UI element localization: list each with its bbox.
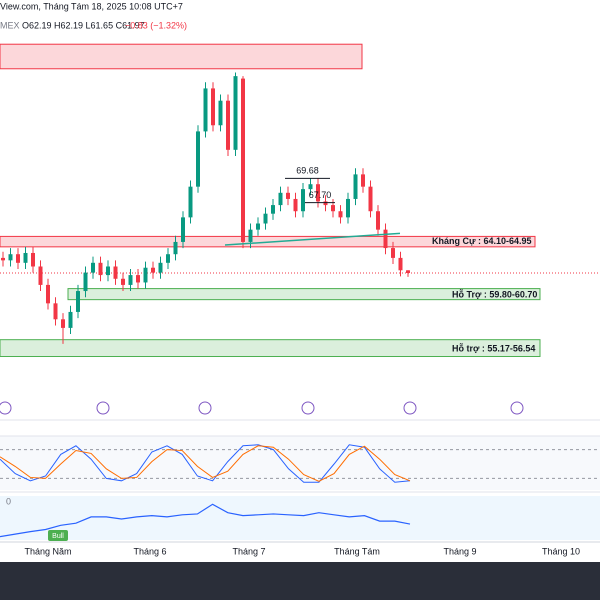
x-tick-label: Tháng 10 xyxy=(542,546,580,556)
zone-label: Kháng Cự : 64.10-64.95 xyxy=(432,236,532,246)
candle-body xyxy=(53,303,58,320)
candle-body xyxy=(383,229,388,249)
candle-body xyxy=(31,252,35,267)
candle-body xyxy=(143,267,148,283)
candle-body xyxy=(301,189,305,212)
candle-body xyxy=(346,198,350,218)
candle-body xyxy=(106,266,110,276)
candle-body xyxy=(263,213,268,224)
stoch-line xyxy=(0,444,411,483)
candle-body xyxy=(83,272,88,292)
candle-body xyxy=(8,254,13,261)
candle-body xyxy=(308,184,313,190)
level-label: 69.68 xyxy=(296,166,319,176)
candle-body xyxy=(256,223,260,230)
candle-body xyxy=(278,192,283,206)
candle-body xyxy=(398,257,403,271)
stoch-line xyxy=(0,445,411,482)
candle-body xyxy=(113,266,118,279)
candle-body xyxy=(158,262,163,273)
candle-body xyxy=(188,186,193,218)
lower-panel xyxy=(0,496,600,540)
candle-body xyxy=(323,201,328,206)
icon[interactable] xyxy=(198,401,212,415)
icon[interactable] xyxy=(301,401,315,415)
candle-body xyxy=(248,229,253,242)
zone xyxy=(67,288,541,301)
candle-body xyxy=(38,266,43,285)
candle-body xyxy=(316,184,320,202)
candle-body xyxy=(128,275,133,285)
icon[interactable] xyxy=(403,401,417,415)
candle-body xyxy=(353,174,358,199)
replay-icons xyxy=(0,401,524,415)
zone xyxy=(0,339,541,358)
candle-body xyxy=(271,205,275,214)
icon[interactable] xyxy=(510,401,524,415)
trendline xyxy=(224,232,401,246)
candle-body xyxy=(368,186,373,212)
candle-body xyxy=(121,278,125,285)
symbol: MEX xyxy=(0,20,20,30)
candle-body xyxy=(151,267,155,273)
zone xyxy=(0,43,363,70)
source-line: View.com, Tháng Tám 18, 2025 10:08 UTC+7 xyxy=(0,1,183,11)
bull-tag-box xyxy=(48,530,68,541)
candle-body xyxy=(16,254,20,263)
x-tick-label: Tháng 7 xyxy=(232,546,265,556)
x-tick-label: Tháng 9 xyxy=(443,546,476,556)
candle-body xyxy=(61,319,65,328)
candle-body xyxy=(196,131,200,187)
candle-body xyxy=(391,248,395,258)
indicator-line xyxy=(0,503,411,538)
candle-body xyxy=(46,284,50,304)
icon[interactable] xyxy=(0,401,12,415)
candle-body xyxy=(406,270,410,273)
candle-body xyxy=(226,100,230,150)
candle-body xyxy=(218,100,223,126)
candle-body xyxy=(181,217,185,242)
candle-body xyxy=(76,291,80,312)
candle-body xyxy=(136,275,140,283)
level-label: 67.70 xyxy=(309,190,332,200)
candle-body xyxy=(23,252,28,263)
x-tick-label: Tháng 6 xyxy=(133,546,166,556)
bottom-bar xyxy=(0,562,600,600)
candle-body xyxy=(233,76,238,150)
zone-label: Hỗ trợ : 55.17-56.54 xyxy=(452,343,535,353)
bull-tag: Bull xyxy=(52,533,64,540)
icon[interactable] xyxy=(96,401,110,415)
indicator-axis-label: 0 xyxy=(6,496,11,506)
candle-body xyxy=(286,192,290,199)
change: −0.83 (−1.32%) xyxy=(125,20,187,30)
candle-body xyxy=(241,78,245,242)
stoch-panel xyxy=(0,436,600,490)
x-tick-label: Tháng Tám xyxy=(334,546,380,556)
candle-body xyxy=(376,211,380,230)
candle-body xyxy=(361,174,365,187)
candle-body xyxy=(338,211,343,218)
candle-body xyxy=(91,262,95,273)
candle-body xyxy=(203,88,208,132)
candle-body xyxy=(173,241,178,255)
ohlc: O62.19 H62.19 L61.65 C61.97 xyxy=(22,20,145,30)
zone-label: Hỗ Trợ : 59.80-60.70 xyxy=(452,289,537,299)
candle-body xyxy=(331,205,335,212)
candle-body xyxy=(166,254,170,263)
candle-body xyxy=(1,257,5,261)
candle-body xyxy=(293,198,298,212)
x-tick-label: Tháng Năm xyxy=(24,546,71,556)
candle-body xyxy=(211,88,215,126)
candle-body xyxy=(98,262,103,276)
candle-body xyxy=(68,311,73,328)
